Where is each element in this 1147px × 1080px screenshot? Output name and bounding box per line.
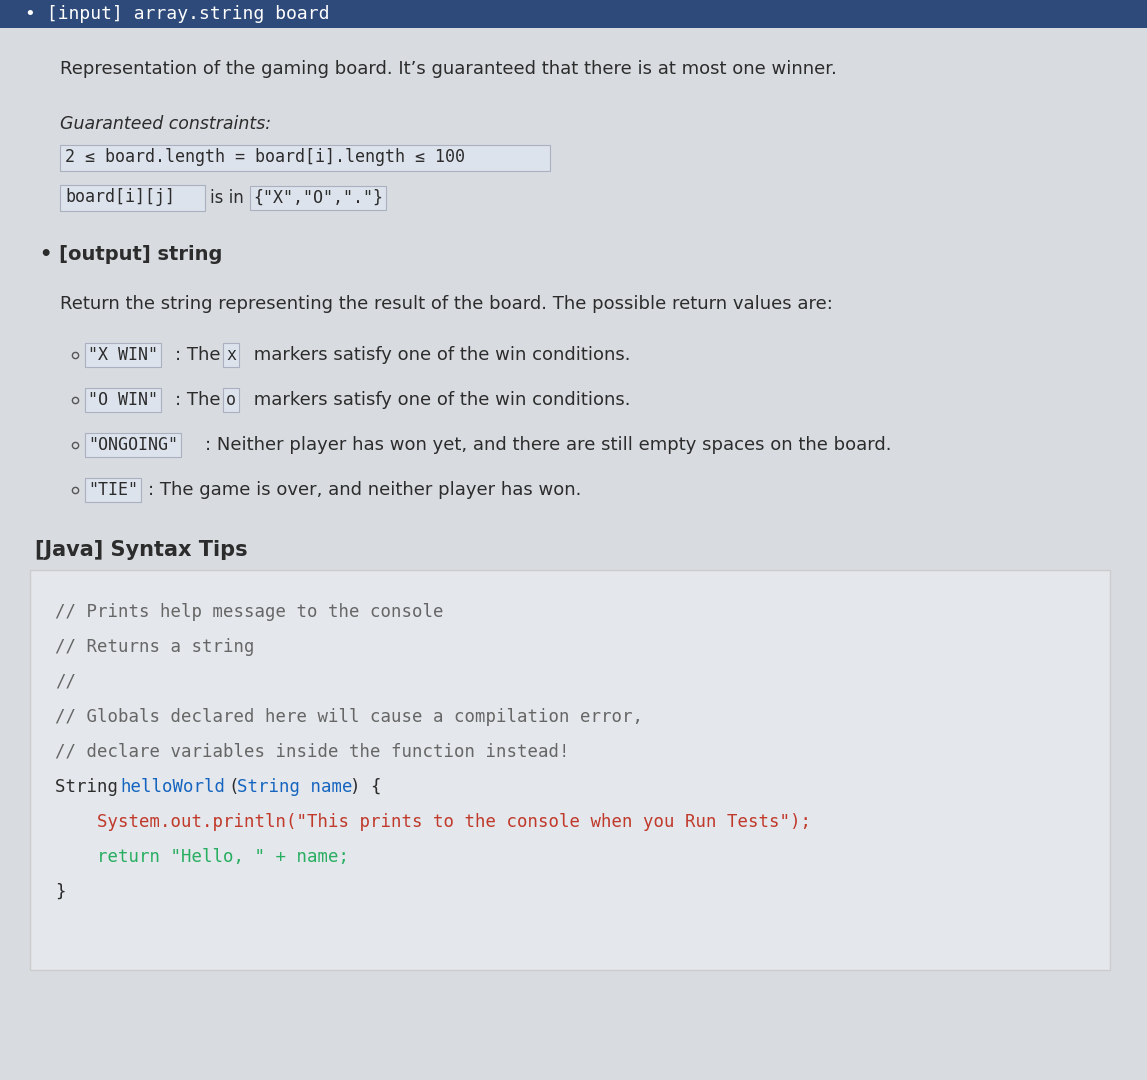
Text: markers satisfy one of the win conditions.: markers satisfy one of the win condition… xyxy=(248,346,631,364)
Text: 2 ≤ board.length = board[i].length ≤ 100: 2 ≤ board.length = board[i].length ≤ 100 xyxy=(65,148,465,166)
Text: helloWorld: helloWorld xyxy=(120,778,225,796)
Text: : Neither player has won yet, and there are still empty spaces on the board.: : Neither player has won yet, and there … xyxy=(205,436,891,454)
Text: ) {: ) { xyxy=(350,778,382,796)
Text: String: String xyxy=(55,778,128,796)
Text: is in: is in xyxy=(210,189,244,207)
Text: [Java] Syntax Tips: [Java] Syntax Tips xyxy=(36,540,248,561)
Text: : The game is over, and neither player has won.: : The game is over, and neither player h… xyxy=(148,481,582,499)
Text: : The: : The xyxy=(175,346,226,364)
Text: • [output] string: • [output] string xyxy=(40,245,223,264)
Text: markers satisfy one of the win conditions.: markers satisfy one of the win condition… xyxy=(248,391,631,409)
Text: //: // xyxy=(55,673,76,691)
Text: {"X","O","."}: {"X","O","."} xyxy=(253,189,383,207)
Text: return "Hello, " + name;: return "Hello, " + name; xyxy=(55,848,349,866)
Text: // Returns a string: // Returns a string xyxy=(55,638,255,656)
Text: "X WIN": "X WIN" xyxy=(88,346,158,364)
FancyBboxPatch shape xyxy=(0,0,1147,28)
Text: (: ( xyxy=(228,778,239,796)
Text: Guaranteed constraints:: Guaranteed constraints: xyxy=(60,114,271,133)
Text: board[i][j]: board[i][j] xyxy=(65,188,175,206)
Text: // declare variables inside the function instead!: // declare variables inside the function… xyxy=(55,743,570,761)
Text: o: o xyxy=(226,391,236,409)
Text: Return the string representing the result of the board. The possible return valu: Return the string representing the resul… xyxy=(60,295,833,313)
Text: • [input] array.string board: • [input] array.string board xyxy=(25,5,329,23)
Text: // Prints help message to the console: // Prints help message to the console xyxy=(55,603,444,621)
Text: "O WIN": "O WIN" xyxy=(88,391,158,409)
Text: String name: String name xyxy=(237,778,352,796)
FancyBboxPatch shape xyxy=(60,185,205,211)
Text: Representation of the gaming board. It’s guaranteed that there is at most one wi: Representation of the gaming board. It’s… xyxy=(60,60,837,78)
FancyBboxPatch shape xyxy=(30,570,1110,970)
Text: x: x xyxy=(226,346,236,364)
FancyBboxPatch shape xyxy=(60,145,551,171)
Text: }: } xyxy=(55,883,65,901)
Text: System.out.println("This prints to the console when you Run Tests");: System.out.println("This prints to the c… xyxy=(55,813,811,831)
Text: : The: : The xyxy=(175,391,226,409)
Text: "ONGOING": "ONGOING" xyxy=(88,436,178,454)
Text: // Globals declared here will cause a compilation error,: // Globals declared here will cause a co… xyxy=(55,708,643,726)
Text: "TIE": "TIE" xyxy=(88,481,138,499)
